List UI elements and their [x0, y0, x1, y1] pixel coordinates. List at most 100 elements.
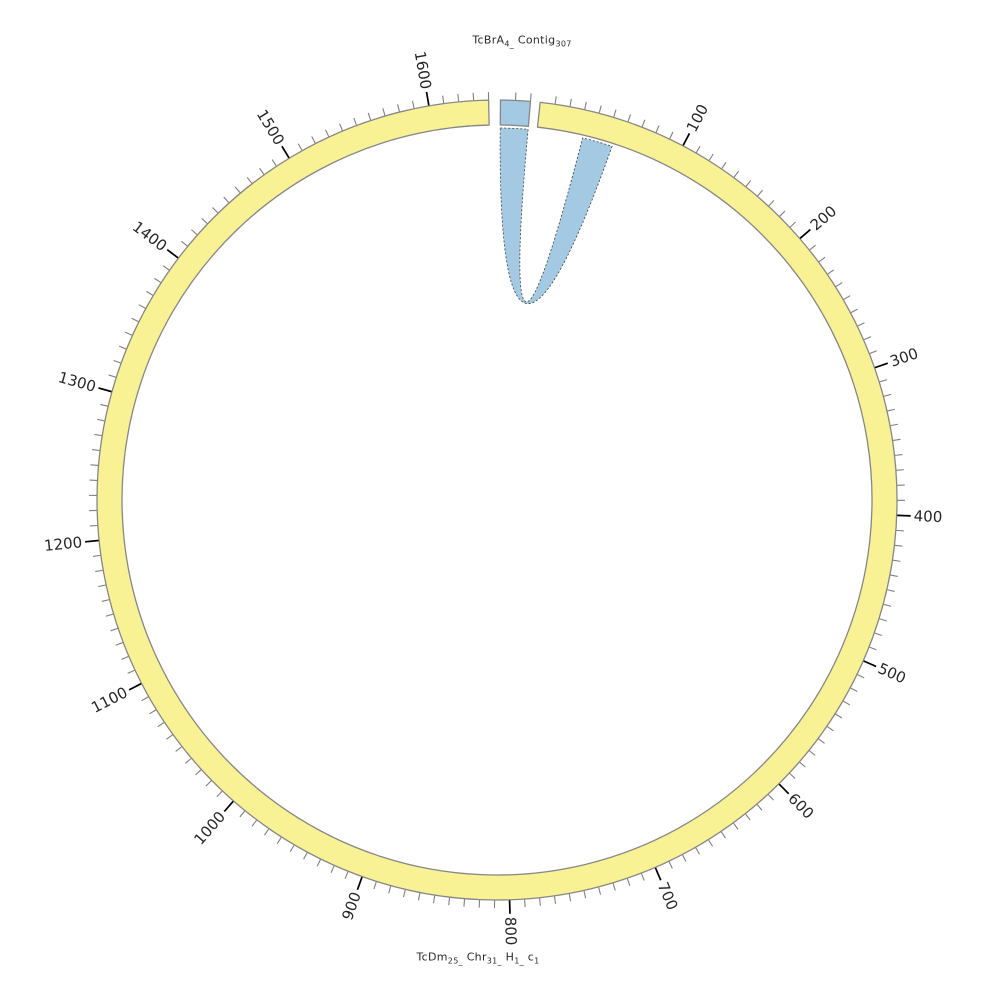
minor-tick [373, 881, 377, 890]
minor-tick [733, 822, 739, 830]
minor-tick [850, 687, 858, 693]
minor-tick [442, 95, 445, 104]
minor-tick [191, 229, 198, 236]
minor-tick [789, 772, 796, 779]
minor-tick [869, 646, 877, 651]
tick-label-200: 200 [807, 202, 840, 234]
minor-tick [668, 861, 673, 869]
minor-tick [640, 873, 645, 881]
minor-tick [411, 100, 415, 109]
minor-tick [641, 119, 646, 127]
major-tick [874, 362, 889, 369]
minor-tick [682, 854, 687, 862]
minor-tick [463, 899, 466, 907]
tick-label-600: 600 [784, 790, 817, 823]
minor-tick [695, 145, 701, 153]
segment-name-text: TcBrA [472, 33, 505, 47]
minor-tick [110, 627, 118, 632]
minor-tick [325, 129, 330, 137]
major-tick [897, 514, 911, 517]
tick-label-1300: 1300 [56, 368, 98, 396]
minor-tick [124, 331, 133, 336]
segment-name-text: 1_ [514, 956, 524, 965]
segment-name-label-top: TcBrA4_ Contig307 [472, 33, 571, 49]
minor-tick [756, 804, 763, 811]
minor-tick [708, 153, 714, 161]
minor-tick [101, 599, 110, 603]
chromosome-band-TcBrA4_Contig307 [499, 99, 532, 127]
minor-tick [539, 898, 541, 906]
minor-tick [432, 895, 436, 904]
minor-tick [757, 189, 763, 197]
major-tick [682, 133, 691, 146]
minor-tick [892, 559, 901, 562]
minor-tick [311, 136, 316, 144]
tick-label-1000: 1000 [190, 808, 229, 849]
minor-tick [835, 282, 843, 288]
tick-label-1600: 1600 [411, 50, 435, 91]
minor-tick [121, 655, 129, 660]
minor-tick [892, 438, 901, 442]
minor-tick [554, 96, 557, 104]
minor-tick [818, 256, 826, 263]
major-tick [281, 145, 290, 159]
tick-label-100: 100 [683, 101, 712, 135]
minor-tick [568, 893, 572, 902]
minor-tick [105, 613, 114, 617]
major-tick [356, 876, 363, 891]
minor-tick [108, 374, 116, 378]
minor-tick [239, 810, 246, 818]
segment-name-text: H [501, 950, 515, 964]
major-tick [863, 660, 877, 668]
minor-tick [92, 554, 101, 557]
segment-name-text: 31_ [486, 956, 502, 965]
minor-tick [276, 837, 282, 845]
tick-label-300: 300 [888, 344, 921, 370]
minor-tick [388, 885, 392, 894]
minor-tick [98, 584, 106, 588]
minor-tick [175, 746, 182, 752]
tick-label-1100: 1100 [88, 683, 130, 717]
major-tick [778, 783, 790, 795]
minor-tick [181, 240, 188, 247]
chromosome-band-TcDm25_Chr31_H1_c1 [96, 99, 898, 901]
segment-name-text: 4_ [504, 39, 515, 48]
minor-tick [127, 669, 135, 674]
minor-tick [353, 117, 357, 126]
minor-tick [303, 852, 308, 860]
segment-name-text: 1 [534, 956, 540, 965]
minor-tick [887, 589, 895, 592]
minor-tick [612, 883, 616, 891]
minor-tick [721, 162, 727, 169]
minor-tick [894, 544, 903, 547]
minor-tick [259, 167, 265, 175]
minor-tick [297, 143, 303, 151]
segment-name-text: 25_ [447, 956, 463, 965]
minor-tick [655, 125, 660, 133]
minor-tick [113, 359, 121, 364]
minor-tick [212, 207, 219, 214]
minor-tick [745, 180, 752, 187]
minor-tick [263, 828, 270, 836]
minor-tick [149, 709, 157, 715]
minor-tick [843, 295, 851, 300]
minor-tick [799, 761, 806, 768]
minor-tick [598, 887, 602, 895]
minor-tick [890, 423, 899, 427]
minor-tick [569, 98, 572, 107]
minor-tick [216, 790, 223, 798]
tick-label-700: 700 [654, 879, 682, 912]
major-tick [98, 387, 112, 393]
minor-tick [720, 831, 726, 839]
tick-label-900: 900 [338, 890, 365, 923]
segment-name-text: Chr [462, 950, 487, 964]
minor-tick [146, 290, 154, 296]
segment-name-text: c [523, 950, 535, 964]
minor-tick [879, 379, 888, 383]
minor-tick [890, 574, 898, 577]
major-tick [85, 539, 99, 543]
minor-tick [598, 105, 602, 113]
minor-tick [382, 108, 386, 116]
minor-tick [843, 700, 851, 706]
